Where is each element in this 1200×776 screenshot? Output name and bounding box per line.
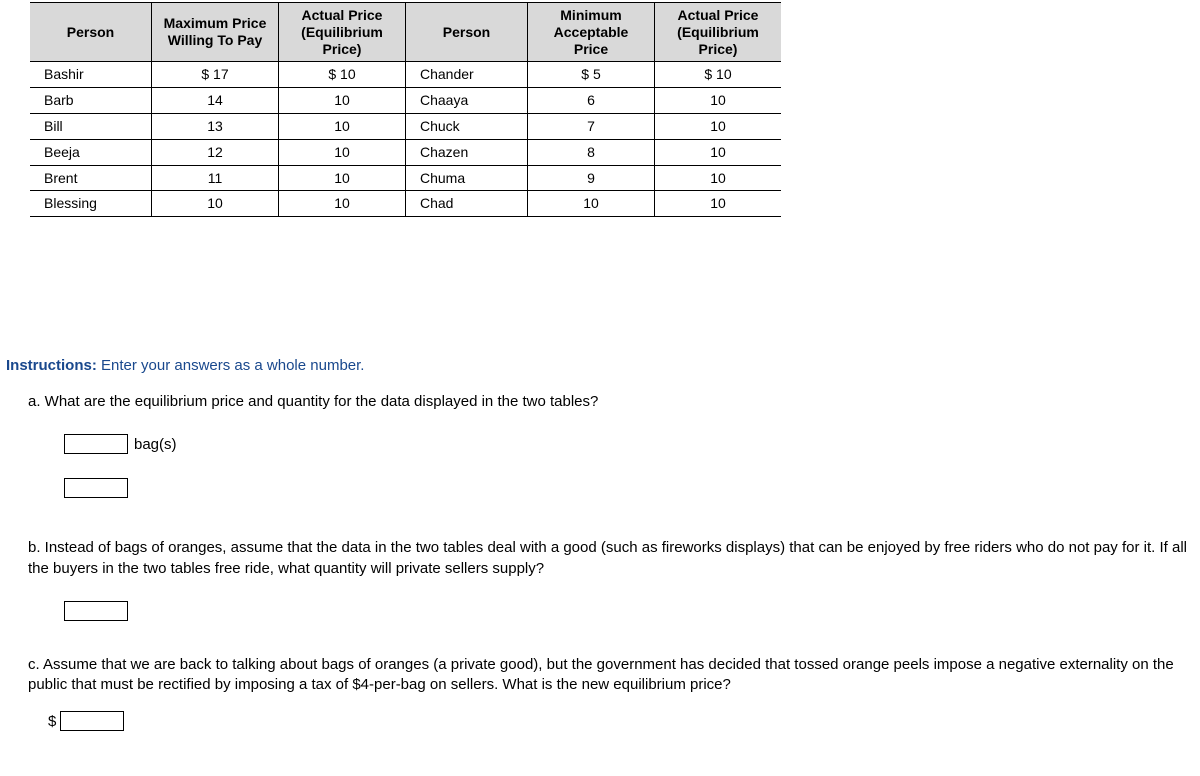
buyer-name: Blessing (30, 191, 152, 217)
max-pay: 11 (152, 165, 279, 191)
actual-price-buyer: 10 (279, 165, 406, 191)
header-actual-2: Actual Price (Equilibrium Price) (655, 3, 782, 62)
answer-a-unit: bag(s) (134, 436, 177, 453)
actual-price-seller: 10 (655, 165, 782, 191)
equilibrium-table: Person Maximum Price Willing To Pay Actu… (30, 2, 781, 217)
max-pay: $ 17 (152, 62, 279, 88)
answer-a-price-input[interactable] (64, 478, 128, 498)
table-row: Barb1410Chaaya610 (30, 88, 781, 114)
seller-name: Chaaya (406, 88, 528, 114)
min-accept: 6 (528, 88, 655, 114)
instructions-label: Instructions: (6, 357, 97, 374)
dollar-sign: $ (48, 713, 56, 730)
question-a: a. What are the equilibrium price and qu… (28, 392, 1190, 412)
question-b: b. Instead of bags of oranges, assume th… (28, 538, 1190, 579)
answer-c-input[interactable] (60, 711, 124, 731)
actual-price-buyer: 10 (279, 88, 406, 114)
actual-price-seller: 10 (655, 113, 782, 139)
header-person-2: Person (406, 3, 528, 62)
max-pay: 12 (152, 139, 279, 165)
max-pay: 14 (152, 88, 279, 114)
seller-name: Chazen (406, 139, 528, 165)
question-c: c. Assume that we are back to talking ab… (28, 655, 1190, 696)
min-accept: $ 5 (528, 62, 655, 88)
min-accept: 7 (528, 113, 655, 139)
min-accept: 9 (528, 165, 655, 191)
header-person-1: Person (30, 3, 152, 62)
buyer-name: Bashir (30, 62, 152, 88)
table-row: Brent1110Chuma910 (30, 165, 781, 191)
seller-name: Chuma (406, 165, 528, 191)
actual-price-buyer: 10 (279, 139, 406, 165)
buyer-name: Bill (30, 113, 152, 139)
actual-price-seller: 10 (655, 139, 782, 165)
table-row: Bill1310Chuck710 (30, 113, 781, 139)
actual-price-seller: 10 (655, 88, 782, 114)
max-pay: 10 (152, 191, 279, 217)
seller-name: Chad (406, 191, 528, 217)
buyer-name: Barb (30, 88, 152, 114)
answer-b-input[interactable] (64, 601, 128, 621)
seller-name: Chuck (406, 113, 528, 139)
actual-price-buyer: 10 (279, 113, 406, 139)
answer-a-quantity-input[interactable] (64, 434, 128, 454)
table-row: Beeja1210Chazen810 (30, 139, 781, 165)
header-max-pay: Maximum Price Willing To Pay (152, 3, 279, 62)
header-min-accept: Minimum Acceptable Price (528, 3, 655, 62)
instructions-text: Enter your answers as a whole number. (97, 357, 365, 374)
buyer-name: Beeja (30, 139, 152, 165)
actual-price-buyer: 10 (279, 191, 406, 217)
actual-price-seller: 10 (655, 191, 782, 217)
min-accept: 10 (528, 191, 655, 217)
actual-price-buyer: $ 10 (279, 62, 406, 88)
table-row: Blessing1010Chad1010 (30, 191, 781, 217)
instructions-line: Instructions: Enter your answers as a wh… (6, 357, 1190, 374)
max-pay: 13 (152, 113, 279, 139)
actual-price-seller: $ 10 (655, 62, 782, 88)
table-row: Bashir$ 17$ 10Chander$ 5$ 10 (30, 62, 781, 88)
header-actual-1: Actual Price (Equilibrium Price) (279, 3, 406, 62)
min-accept: 8 (528, 139, 655, 165)
seller-name: Chander (406, 62, 528, 88)
buyer-name: Brent (30, 165, 152, 191)
